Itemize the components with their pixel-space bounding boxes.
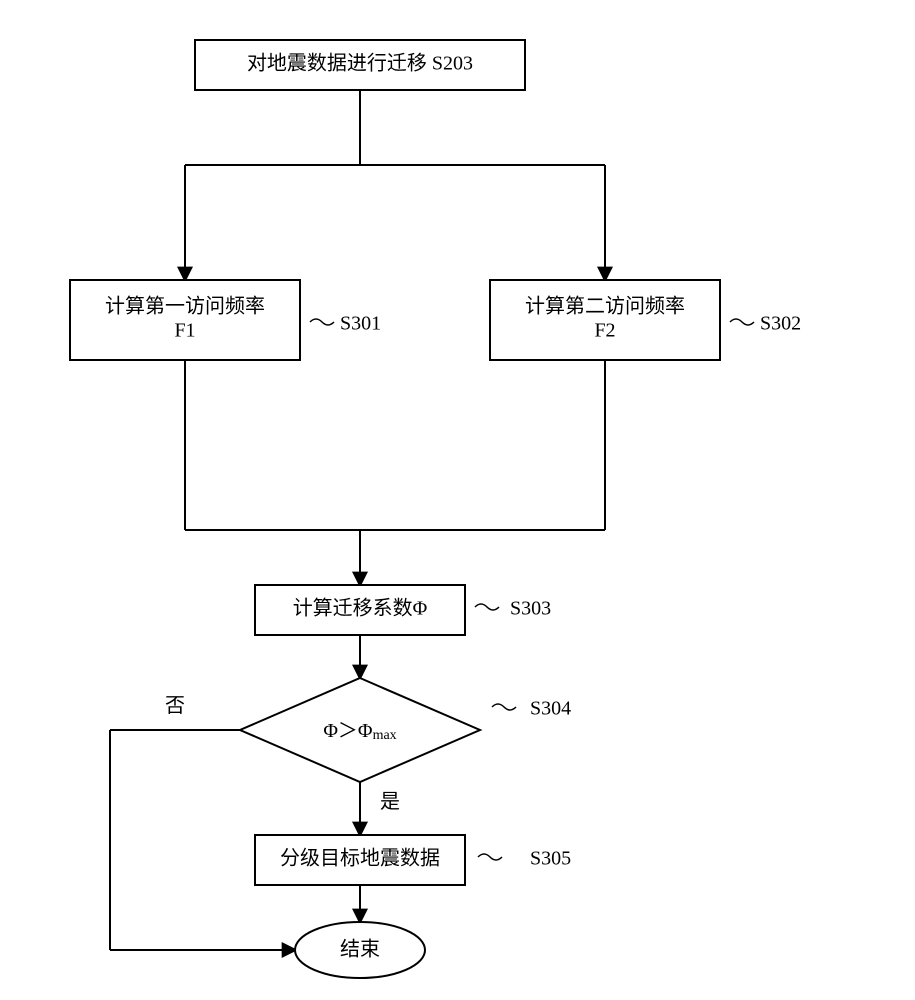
node-s304: Φ＞ΦmaxS304 bbox=[240, 678, 571, 782]
step-label: S302 bbox=[760, 313, 801, 335]
node-text: 计算第二访问频率 bbox=[525, 295, 685, 318]
node-s302: 计算第二访问频率F2 S302 bbox=[490, 280, 801, 360]
node-text: 分级目标地震数据 bbox=[280, 847, 440, 870]
node-s203: 对地震数据进行迁移 S203 bbox=[195, 40, 525, 90]
edge-e-s304-yes: 是 bbox=[360, 782, 400, 835]
nodes-layer: 对地震数据进行迁移 S203 计算第一访问频率F1 S301 计算第二访问频率F2 S3… bbox=[70, 40, 801, 978]
step-label: S304 bbox=[530, 698, 571, 720]
step-label: S305 bbox=[530, 848, 571, 870]
node-text: 结束 bbox=[340, 938, 380, 961]
node-text: F1 bbox=[174, 320, 195, 342]
edge-e-s304-no-h: 否 bbox=[110, 695, 240, 730]
node-text: 对地震数据进行迁移 S203 bbox=[247, 52, 473, 75]
edges-layer: 是否 bbox=[110, 90, 605, 950]
edge-label: 否 bbox=[165, 695, 185, 717]
node-text: 计算第一访问频率 bbox=[105, 295, 265, 318]
node-s305: 分级目标地震数据 S305 bbox=[255, 835, 571, 885]
node-text: F2 bbox=[594, 320, 615, 342]
edge-label: 是 bbox=[380, 791, 400, 813]
flowchart-canvas: 是否 对地震数据进行迁移 S203计算第一访问频率F1S301计算第二访问频率F… bbox=[0, 0, 915, 1000]
step-label: S301 bbox=[340, 313, 381, 335]
node-end: 结束 bbox=[295, 922, 425, 978]
node-text: 计算迁移系数Φ bbox=[293, 597, 428, 620]
node-s301: 计算第一访问频率F1 S301 bbox=[70, 280, 381, 360]
node-s303: 计算迁移系数Φ S303 bbox=[255, 585, 551, 635]
step-label: S303 bbox=[510, 598, 551, 620]
